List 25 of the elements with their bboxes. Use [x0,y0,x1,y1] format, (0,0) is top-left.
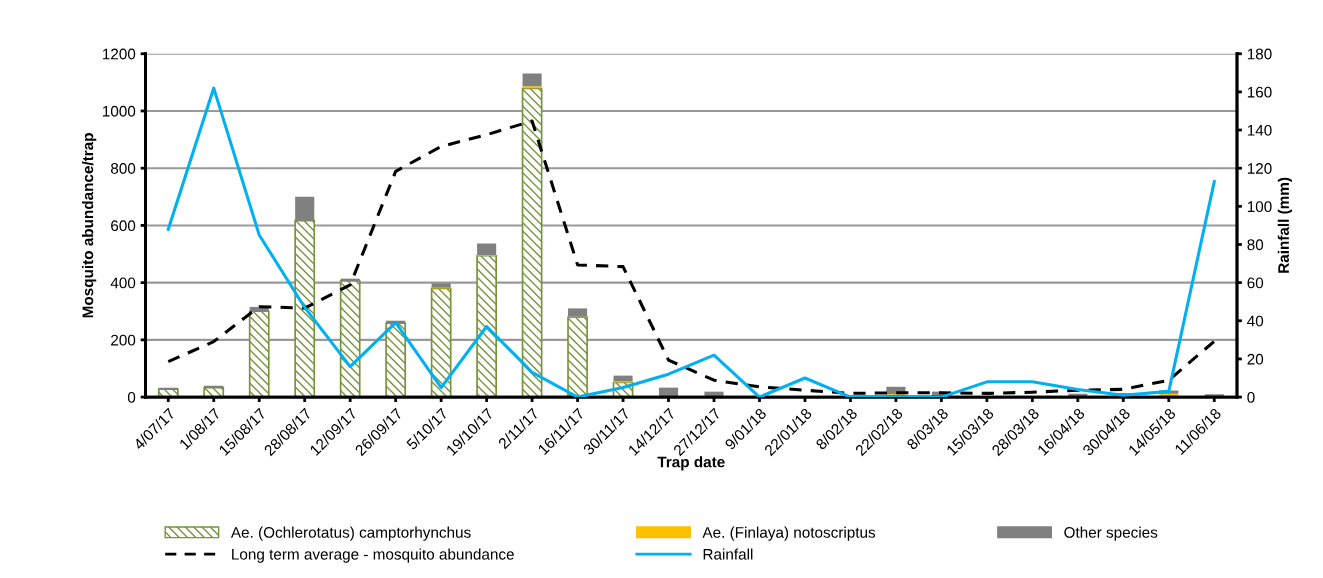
y2-tick-label: 80 [1247,239,1264,251]
y2-tick-label: 40 [1247,315,1264,327]
legend-label: Ae. (Ochlerotatus) camptorhynchus [230,526,471,541]
y2-tick-label: 160 [1247,86,1272,98]
y2-tick-label: 120 [1247,163,1272,174]
y2-tick-label: 60 [1247,277,1264,289]
y2-tick-label: 140 [1247,124,1272,136]
legend-label: Long term average - mosquito abundance [232,548,514,563]
y2-tick-label: 20 [1247,353,1264,365]
y-tick-label: 400 [110,277,136,289]
legend-label: Other species [1064,526,1158,541]
y-tick-label: 0 [127,391,136,403]
x-axis-title: Trap date [657,456,725,471]
y-tick-label: 600 [111,220,136,232]
y-tick-label: 200 [111,334,136,346]
y-tick-label: 800 [110,163,136,174]
legend-label: Ae. (Finlaya) notoscriptus [702,526,876,541]
y2-tick-label: 0 [1247,391,1255,403]
y2-tick-label: 180 [1247,48,1272,60]
y2-axis-title: Rainfall (mm) [1277,177,1293,273]
y2-tick-label: 100 [1247,201,1272,213]
y-axis-title: Mosquito abundance/trap [82,133,97,318]
legend-label: Rainfall [703,548,753,560]
y-tick-label: 1000 [102,105,136,117]
y-tick-label: 1200 [102,48,136,60]
